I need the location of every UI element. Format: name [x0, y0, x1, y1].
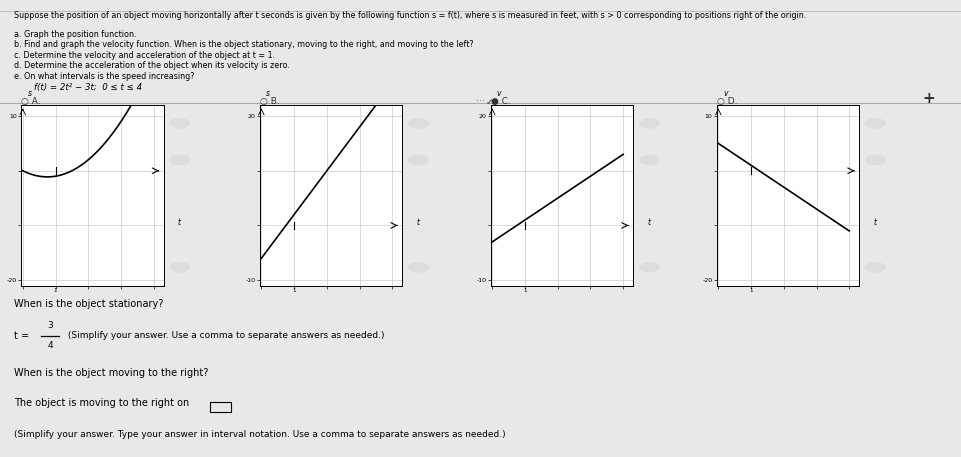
- Circle shape: [408, 119, 428, 128]
- Text: ↻: ↻: [872, 264, 877, 271]
- Text: (Simplify your answer. Type your answer in interval notation. Use a comma to sep: (Simplify your answer. Type your answer …: [14, 430, 505, 439]
- Circle shape: [639, 263, 658, 272]
- Text: s: s: [266, 89, 270, 98]
- Text: 🔍: 🔍: [416, 157, 420, 163]
- Text: When is the object moving to the right?: When is the object moving to the right?: [14, 368, 209, 378]
- Text: 1: 1: [749, 288, 752, 293]
- Text: Suppose the position of an object moving horizontally after t seconds is given b: Suppose the position of an object moving…: [14, 11, 806, 21]
- Text: ● C.: ● C.: [490, 97, 510, 106]
- Text: ○ A.: ○ A.: [21, 97, 40, 106]
- Text: v: v: [723, 89, 727, 98]
- Text: 1: 1: [54, 288, 58, 293]
- Text: 1: 1: [292, 288, 296, 293]
- Text: ○ B.: ○ B.: [259, 97, 280, 106]
- Text: 🔍: 🔍: [873, 157, 876, 163]
- Text: 🔍: 🔍: [647, 157, 651, 163]
- Text: ✓: ✓: [485, 97, 493, 106]
- Circle shape: [865, 119, 884, 128]
- Circle shape: [170, 119, 189, 128]
- Circle shape: [170, 263, 189, 272]
- Text: e. On what intervals is the speed increasing?: e. On what intervals is the speed increa…: [14, 72, 195, 81]
- Text: 4: 4: [47, 341, 53, 351]
- Text: t: t: [647, 218, 650, 227]
- Text: c. Determine the velocity and acceleration of the object at t = 1.: c. Determine the velocity and accelerati…: [14, 51, 275, 60]
- Text: v: v: [497, 89, 501, 98]
- Text: The object is moving to the right on: The object is moving to the right on: [14, 398, 189, 408]
- Text: ↻: ↻: [177, 264, 183, 271]
- Circle shape: [865, 155, 884, 165]
- Text: When is the object stationary?: When is the object stationary?: [14, 299, 163, 309]
- Text: ↻: ↻: [415, 264, 421, 271]
- Text: t: t: [873, 218, 875, 227]
- Circle shape: [639, 155, 658, 165]
- Text: 🔍: 🔍: [178, 157, 182, 163]
- Circle shape: [170, 155, 189, 165]
- Text: 1: 1: [523, 288, 527, 293]
- Circle shape: [408, 263, 428, 272]
- Text: t =: t =: [14, 331, 30, 341]
- Circle shape: [865, 263, 884, 272]
- Text: 3: 3: [47, 321, 53, 330]
- Text: t: t: [416, 218, 419, 227]
- Text: ○ D.: ○ D.: [716, 97, 736, 106]
- Bar: [209, 402, 231, 412]
- Text: s: s: [28, 89, 32, 98]
- Text: 🔍: 🔍: [178, 120, 182, 127]
- Circle shape: [639, 119, 658, 128]
- Text: b. Find and graph the velocity function. When is the object stationary, moving t: b. Find and graph the velocity function.…: [14, 40, 474, 49]
- Text: f(t) = 2t² − 3t;  0 ≤ t ≤ 4: f(t) = 2t² − 3t; 0 ≤ t ≤ 4: [34, 83, 141, 92]
- Text: ···: ···: [476, 96, 485, 106]
- Text: t: t: [178, 218, 181, 227]
- Text: ↻: ↻: [646, 264, 652, 271]
- Text: 🔍: 🔍: [873, 120, 876, 127]
- Text: d. Determine the acceleration of the object when its velocity is zero.: d. Determine the acceleration of the obj…: [14, 61, 290, 70]
- Text: 🔍: 🔍: [416, 120, 420, 127]
- Circle shape: [408, 155, 428, 165]
- Text: a. Graph the position function.: a. Graph the position function.: [14, 30, 136, 39]
- Text: +: +: [921, 91, 934, 106]
- Text: 🔍: 🔍: [647, 120, 651, 127]
- Text: (Simplify your answer. Use a comma to separate answers as needed.): (Simplify your answer. Use a comma to se…: [65, 331, 384, 340]
